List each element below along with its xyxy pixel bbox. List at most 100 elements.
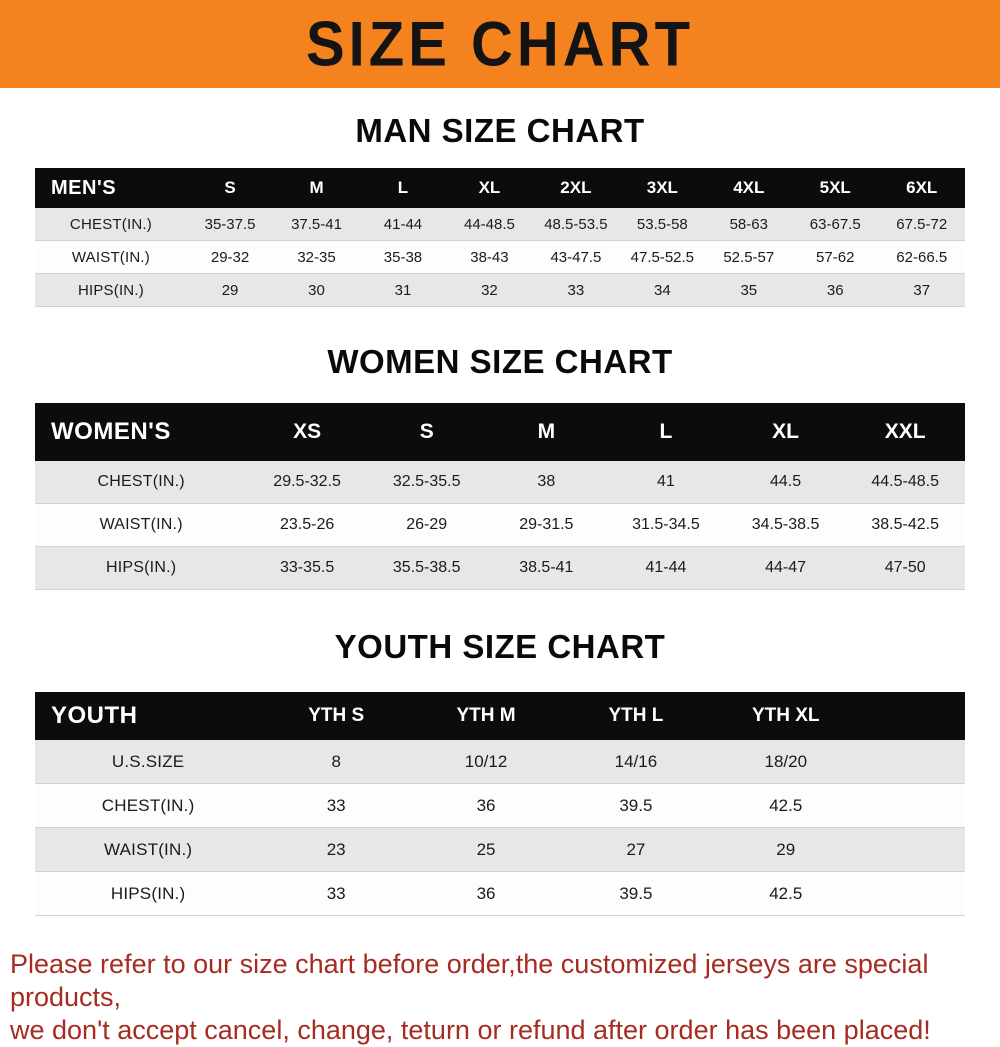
size-value: 42.5 [769,795,803,815]
column-header: 5XL [792,168,879,208]
data-row: U.S.SIZE 8 10/12 14/16 18/20 [35,740,965,784]
section-women: WOMEN SIZE CHART WOMEN'S XS S M L XL XXL CHEST(I… [0,343,1000,590]
size-value: 37.5-41 [291,215,342,233]
size-value: 38 [537,473,556,490]
row-label: CHEST(IN.) [97,473,185,490]
data-row: CHEST(IN.) 35-37.5 37.5-41 41-44 44-48.5 48.5… [35,208,965,241]
size-value: 48.5-53.5 [544,215,608,233]
column-header: M [273,168,360,208]
size-value: 33 [567,281,585,299]
size-value: 44.5-48.5 [871,473,939,490]
row-label: WAIST(IN.) [71,248,150,266]
size-value: 36 [826,281,844,299]
size-value: 10/12 [464,751,508,771]
size-value: 31 [394,281,412,299]
column-header: YTH S [261,692,412,740]
size-value: 8 [331,751,341,771]
size-value: 29.5-32.5 [273,473,341,490]
row-label: HIPS(IN.) [106,559,177,576]
size-value: 53.5-58 [636,215,688,233]
size-value: 63-67.5 [809,215,861,233]
size-value: 14/16 [614,751,658,771]
size-value: 35.5-38.5 [392,559,461,576]
size-value: 26-29 [406,516,448,533]
spacer-cell [861,740,965,784]
column-header: YTH M [411,692,561,740]
size-value: 37 [913,281,931,299]
row-label: CHEST(IN.) [101,795,195,815]
size-value: 29-31.5 [519,516,574,533]
column-header: S [366,403,487,461]
column-header: 4XL [705,168,793,208]
size-value: 38.5-41 [519,559,574,576]
data-row: WAIST(IN.) 29-32 32-35 35-38 38-43 43-47.5 47.… [35,240,965,274]
size-value: 47-50 [884,559,926,576]
size-value: 34 [653,281,671,299]
size-value: 32-35 [297,248,336,266]
data-row: WAIST(IN.) 23.5-26 26-29 29-31.5 31.5-34.5 34… [35,503,965,547]
column-header: YTH L [560,692,711,740]
size-table-women: WOMEN'S XS S M L XL XXL CHEST(IN.) 29.5-32.5 32.5… [35,403,965,590]
section-title-men: MAN SIZE CHART [355,112,645,149]
corner-label-youth: YOUTH [35,692,262,740]
spacer-cell [860,692,965,740]
size-value: 31.5-34.5 [632,516,700,533]
data-row: WAIST(IN.) 23 25 27 29 [35,827,965,872]
corner-label-women: WOMEN'S [35,403,248,461]
size-value: 32 [481,281,498,299]
size-value: 23 [326,839,346,859]
size-value: 29 [221,281,239,299]
size-value: 33 [326,883,346,903]
row-label: CHEST(IN.) [69,215,152,233]
size-value: 30 [308,281,325,299]
size-value: 34.5-38.5 [751,516,820,533]
size-value: 41 [657,473,675,490]
size-value: 44-47 [765,559,806,576]
data-row: HIPS(IN.) 29 30 31 32 33 34 35 36 37 [35,273,965,307]
spacer-cell [861,828,965,872]
size-table-men: MEN'S S M L XL 2XL 3XL 4XL 5XL 6XL CHEST(IN.) 35-37… [35,168,965,307]
header-row: WOMEN'S XS S M L XL XXL [35,403,965,461]
footer-line: we don't accept cancel, change, teturn o… [10,1014,931,1045]
row-label: U.S.SIZE [111,751,185,771]
spacer-cell [861,784,965,828]
size-value: 27 [626,839,646,859]
size-value: 29-32 [210,248,250,266]
column-header: XS [247,403,367,461]
size-value: 44.5 [769,473,802,490]
row-label: HIPS(IN.) [110,883,186,903]
size-value: 35-37.5 [204,215,256,233]
size-value: 18/20 [764,751,808,771]
section-youth: YOUTH SIZE CHART YOUTH YTH S YTH M YTH L YTH … [0,628,1000,916]
size-value: 62-66.5 [896,248,948,266]
size-value: 38.5-42.5 [871,516,939,533]
size-value: 57-62 [816,248,855,266]
size-value: 47.5-52.5 [630,248,695,266]
size-value: 38-43 [470,248,509,266]
row-label: WAIST(IN.) [104,839,193,859]
data-row: HIPS(IN.) 33-35.5 35.5-38.5 38.5-41 41-44 44-… [35,546,965,590]
size-value: 58-63 [729,215,768,233]
size-value: 39.5 [619,883,653,903]
size-value: 29 [776,839,796,859]
size-value: 44-48.5 [463,215,515,233]
column-header: S [186,168,274,208]
column-header: 3XL [619,168,706,208]
section-title-women: WOMEN SIZE CHART [327,343,673,380]
spacer-cell [861,872,965,916]
column-header: 6XL [878,168,965,208]
data-row: CHEST(IN.) 29.5-32.5 32.5-35.5 38 41 44.5 44.5… [35,461,965,504]
page-title: SIZE CHART [306,8,694,80]
column-header: XL [446,168,533,208]
size-value: 25 [476,839,496,859]
section-men: MAN SIZE CHART MEN'S S M L XL 2XL 3XL 4XL 5XL 6XL C… [0,112,1000,307]
column-header: XXL [845,403,965,461]
row-label: WAIST(IN.) [99,516,183,533]
size-value: 32.5-35.5 [392,473,461,490]
data-row: HIPS(IN.) 33 36 39.5 42.5 [35,871,965,916]
size-value: 43-47.5 [550,248,602,266]
tables-container: MAN SIZE CHART MEN'S S M L XL 2XL 3XL 4XL 5XL 6XL C… [0,112,1000,916]
column-header: L [606,403,726,461]
size-value: 36 [476,883,496,903]
row-label: HIPS(IN.) [77,281,144,299]
